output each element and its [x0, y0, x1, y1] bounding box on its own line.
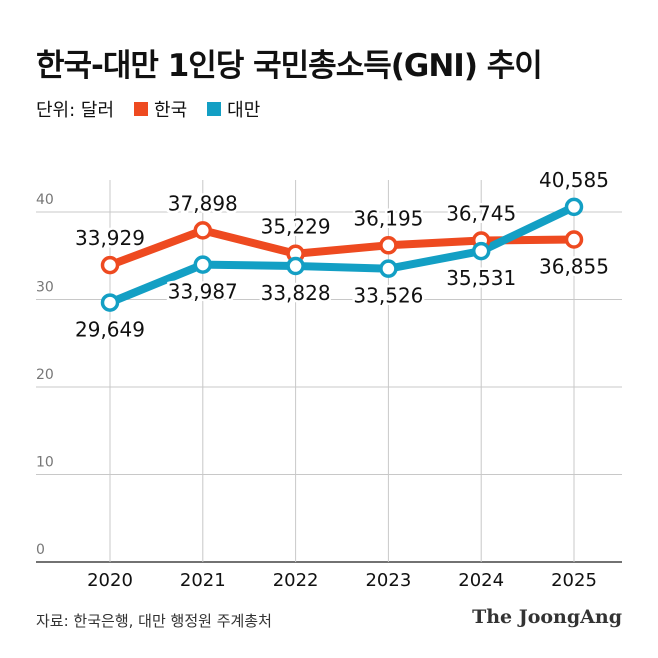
y-tick-label: 20: [36, 367, 54, 383]
publisher-logo: The JoongAng: [472, 606, 622, 628]
data-label: 36,745: [446, 201, 516, 225]
legend-swatch-korea: [134, 102, 149, 116]
data-point: [193, 221, 213, 240]
chart-title: 한국-대만 1인당 국민총소득(GNI) 추이: [36, 48, 543, 84]
data-label: 33,828: [261, 281, 331, 305]
data-point: [100, 255, 120, 275]
x-tick-label: 2022: [273, 570, 319, 591]
data-label: 40,585: [539, 168, 609, 192]
y-tick-label: 10: [36, 455, 54, 471]
y-tick-label: 40: [36, 192, 54, 208]
data-label: 33,987: [168, 280, 238, 304]
source-note: 자료: 한국은행, 대만 행정원 주계총처: [36, 612, 272, 630]
data-label: 36,855: [539, 255, 609, 279]
data-label: 33,526: [353, 284, 423, 308]
data-label: 33,929: [75, 226, 145, 250]
unit-label: 단위: 달러: [36, 100, 115, 121]
data-label: 35,229: [261, 215, 331, 239]
data-label: 36,195: [353, 206, 423, 230]
x-tick-label: 2023: [365, 570, 411, 591]
legend: 단위: 달러 한국 대만: [36, 96, 260, 122]
data-point: [564, 197, 584, 217]
x-tick-label: 2025: [551, 570, 597, 591]
data-point: [286, 256, 305, 276]
data-point: [379, 236, 398, 255]
x-tick-label: 2020: [87, 570, 133, 591]
data-label: 37,898: [168, 191, 238, 215]
data-label: 29,649: [75, 318, 145, 342]
data-point: [471, 241, 491, 261]
data-point: [100, 293, 120, 312]
data-point: [564, 230, 584, 249]
series-line-taiwan: [108, 203, 576, 307]
x-tick-label: 2024: [458, 570, 504, 591]
data-point: [193, 255, 213, 274]
x-tick-label: 2021: [180, 570, 226, 591]
series-line-korea: [108, 226, 575, 269]
y-tick-label: 30: [36, 280, 54, 296]
y-tick-label: 0: [36, 542, 45, 558]
legend-label-taiwan: 대만: [227, 100, 261, 121]
legend-swatch-taiwan: [207, 102, 222, 116]
legend-label-korea: 한국: [154, 100, 188, 121]
data-point: [379, 259, 398, 278]
data-label: 35,531: [446, 266, 516, 290]
